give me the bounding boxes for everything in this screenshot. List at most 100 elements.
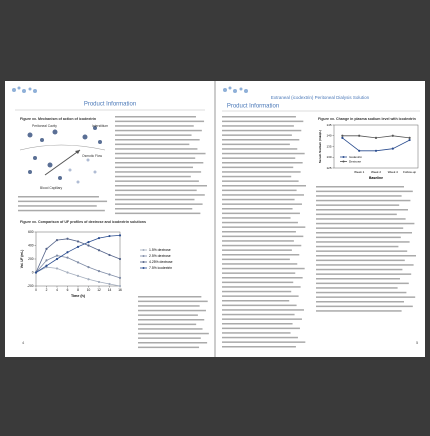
x-tick-label: Week 1	[354, 170, 364, 174]
point	[66, 237, 69, 240]
text-line	[222, 304, 297, 307]
text-line	[316, 305, 413, 308]
point	[76, 240, 80, 243]
text-line	[138, 342, 208, 344]
x-tick-label: 6	[67, 288, 69, 292]
text-line	[316, 186, 404, 188]
text-line	[222, 281, 294, 284]
text-line	[115, 157, 196, 159]
point	[76, 261, 80, 264]
text-line	[138, 332, 209, 335]
text-line	[115, 125, 194, 127]
text-line	[138, 314, 198, 316]
text-line	[222, 235, 304, 238]
point	[97, 249, 101, 252]
point	[118, 276, 122, 279]
text-line	[222, 162, 303, 164]
spine	[214, 81, 216, 357]
text-line	[222, 244, 302, 247]
y-axis-label: Serum Sodium (mEq/L)	[318, 130, 322, 163]
x-tick-label: 12	[97, 288, 101, 292]
text-line	[222, 286, 301, 288]
text-line	[115, 171, 202, 173]
text-line	[316, 199, 411, 202]
diagram-label: Interstitium	[92, 124, 108, 128]
x-axis-label: Time (h)	[71, 294, 86, 298]
figure-title: Figure xx. Comparison of UF profiles of …	[20, 220, 146, 224]
text-line	[222, 166, 294, 169]
y-tick-label: 140	[326, 134, 331, 138]
y-tick-label: 130	[326, 155, 331, 159]
text-line	[222, 203, 302, 205]
point	[66, 256, 69, 259]
text-line	[222, 116, 296, 118]
text-line	[115, 189, 197, 192]
text-line	[316, 268, 403, 271]
x-tick-label: 0	[35, 288, 37, 292]
y-tick-label: 600	[28, 230, 34, 234]
text-line	[18, 205, 97, 207]
legend-label: 1.5% dextrose	[149, 248, 171, 252]
text-line	[115, 185, 207, 187]
text-line	[115, 116, 196, 118]
point	[108, 253, 111, 257]
text-line	[222, 277, 303, 279]
legend-marker	[142, 249, 145, 251]
text-line	[222, 134, 292, 136]
text-line	[138, 323, 197, 326]
text-line	[115, 129, 202, 132]
text-line	[115, 162, 204, 164]
text-line	[316, 301, 404, 303]
point	[55, 254, 59, 257]
page-number: 5	[416, 340, 419, 345]
x-tick-label: Follow-up	[403, 170, 416, 174]
text-line	[316, 236, 401, 239]
text-line	[18, 196, 99, 198]
text-line	[316, 195, 402, 197]
text-line	[222, 139, 300, 141]
text-line	[316, 232, 412, 234]
text-line	[138, 346, 200, 349]
text-line	[222, 217, 291, 219]
point	[391, 134, 394, 137]
text-line	[115, 134, 192, 136]
text-line	[138, 305, 200, 307]
text-line	[222, 263, 298, 265]
text-line	[115, 139, 200, 141]
text-line	[222, 346, 296, 348]
text-line	[316, 213, 397, 216]
x-tick-label: 4	[56, 288, 58, 292]
text-line	[115, 120, 205, 123]
text-line	[115, 143, 190, 146]
text-line	[222, 318, 302, 320]
text-line	[316, 190, 413, 193]
text-line	[316, 241, 410, 243]
text-line	[222, 194, 304, 196]
text-line	[222, 152, 305, 155]
point	[97, 236, 101, 240]
text-line	[222, 327, 300, 330]
point	[374, 136, 378, 139]
logo	[12, 86, 248, 93]
point	[45, 264, 48, 267]
text-line	[115, 180, 199, 182]
text-line	[316, 278, 400, 280]
point	[108, 273, 111, 276]
text-line	[222, 341, 306, 343]
legend-marker	[142, 255, 145, 257]
text-line	[115, 212, 201, 215]
y-axis-label: Vol. UF (mL)	[20, 250, 24, 269]
text-line	[115, 203, 203, 205]
text-line	[115, 194, 205, 196]
text-line	[316, 209, 408, 211]
text-line	[115, 175, 191, 178]
text-line	[222, 258, 290, 261]
text-line	[316, 222, 415, 225]
y-tick-label: 135	[326, 144, 331, 148]
text-line	[222, 290, 292, 293]
text-line	[222, 323, 293, 325]
point	[97, 280, 101, 284]
text-line	[316, 264, 414, 266]
point	[76, 274, 80, 277]
text-line	[222, 221, 298, 224]
